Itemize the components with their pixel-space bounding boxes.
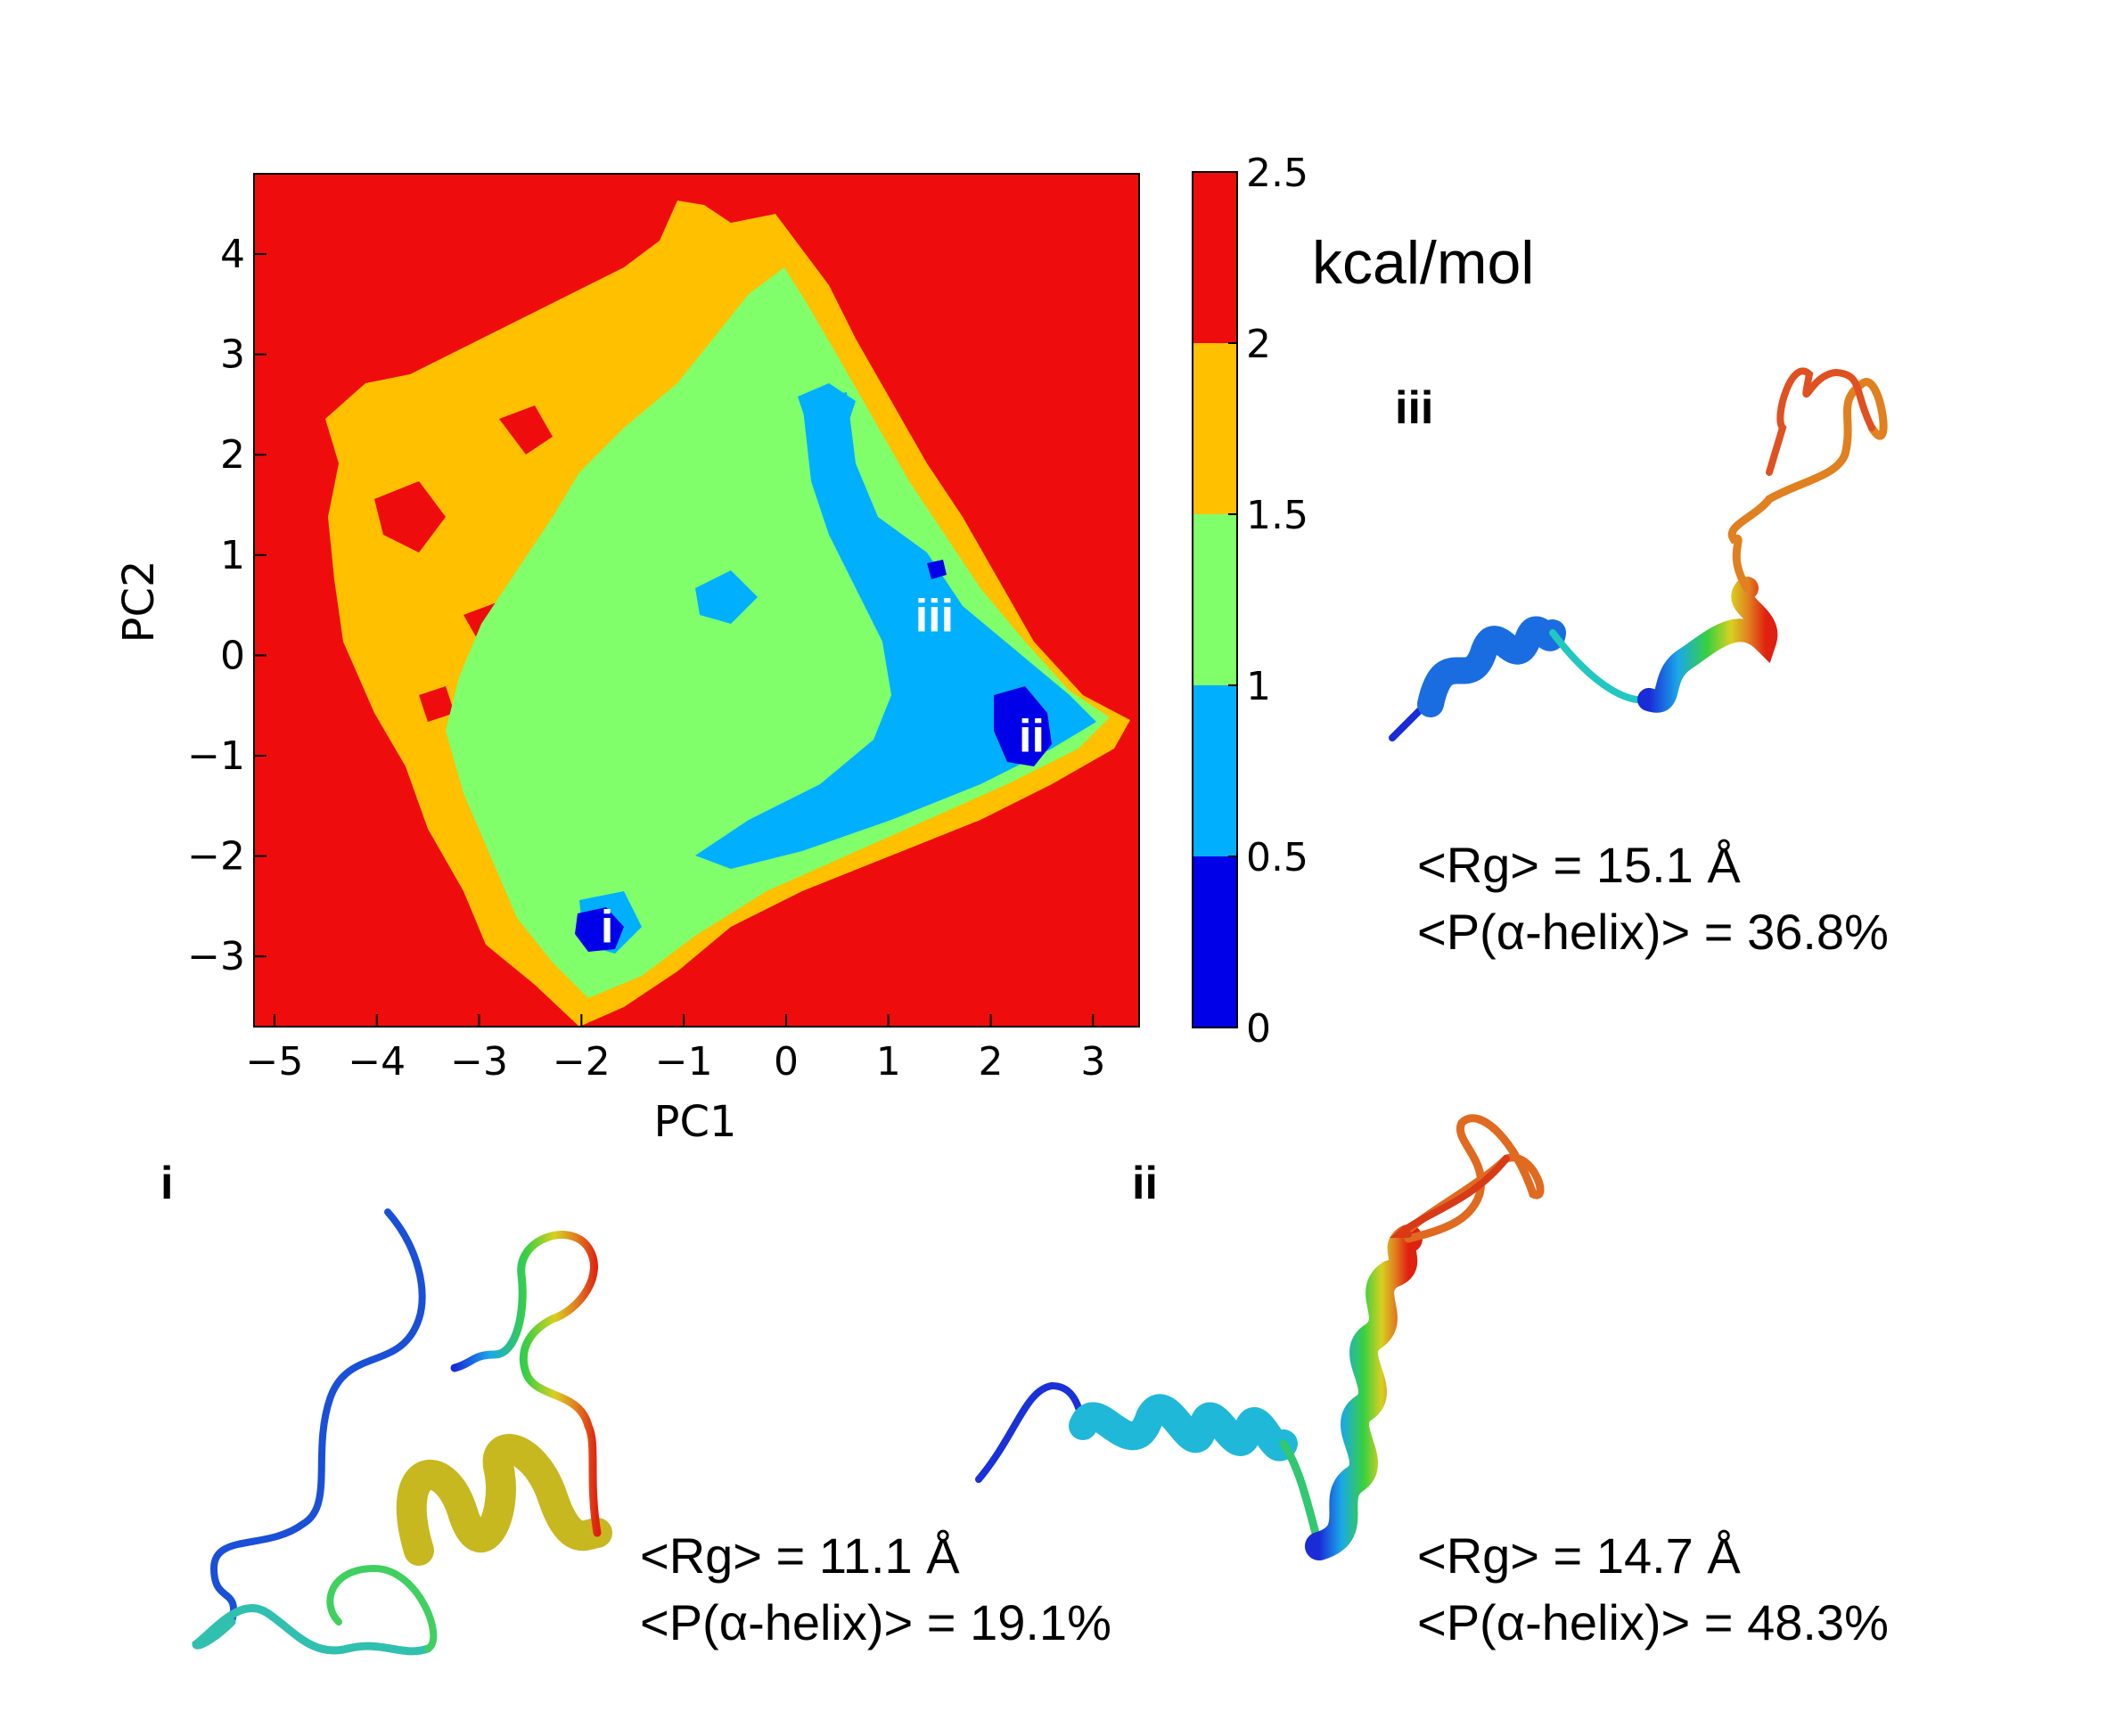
- colorbar-frame: [1192, 171, 1238, 1028]
- y-tick-label: 1: [220, 533, 245, 578]
- y-tick-label: 0: [220, 633, 245, 678]
- panel-ii-helix: <P(α-helix)> = 48.3%: [1417, 1594, 1889, 1650]
- colorbar-segment: [1193, 514, 1237, 685]
- colorbar-tick-label: 1.5: [1246, 493, 1308, 538]
- panel-label-i: i: [160, 1158, 173, 1209]
- contour-level-green: [446, 267, 1110, 998]
- contour-regions: [325, 201, 1130, 1027]
- colorbar-ticks: 0 0.5 1 1.5 2 2.5: [1228, 151, 1308, 1052]
- panel-iii-rg: <Rg> = 15.1 Å: [1417, 837, 1741, 893]
- colorbar-blocks: [1193, 172, 1237, 1028]
- state-label-i: i: [601, 901, 613, 953]
- y-axis: 4 3 2 1 0 −1 −2 −3: [187, 232, 267, 979]
- colorbar-unit: kcal/mol: [1312, 229, 1534, 297]
- y-tick-label: 4: [220, 232, 245, 277]
- x-tick-label: −3: [450, 1039, 508, 1085]
- panel-i-rg: <Rg> = 11.1 Å: [640, 1527, 960, 1584]
- x-tick-label: −1: [655, 1039, 713, 1085]
- contour-min-i: [575, 907, 624, 952]
- y-tick-label: −2: [187, 834, 245, 880]
- panel-label-ii: ii: [1132, 1158, 1158, 1209]
- colorbar-segment: [1193, 343, 1237, 514]
- contour-level-lightblue-2: [579, 383, 856, 954]
- panel-i: i <Rg> = 11.1 Å <P(α-helix)> = 19.1%: [160, 1158, 1111, 1656]
- x-tick-label: 2: [979, 1039, 1004, 1085]
- x-tick-label: −2: [553, 1039, 611, 1085]
- panel-ii-rg: <Rg> = 14.7 Å: [1417, 1527, 1741, 1584]
- y-tick-label: 2: [220, 432, 245, 478]
- x-axis-label: PC1: [654, 1097, 737, 1147]
- panel-label-iii: iii: [1395, 382, 1433, 434]
- y-tick-label: −1: [187, 733, 245, 779]
- colorbar-tick-label: 0: [1246, 1006, 1271, 1052]
- protein-structure-ii: [975, 1114, 1545, 1560]
- plot-frame: [253, 173, 1140, 1028]
- contour-min-ii: [994, 686, 1052, 766]
- state-label-iii: iii: [915, 590, 954, 642]
- colorbar-tick-label: 2.5: [1246, 151, 1308, 196]
- colorbar-tick-label: 1: [1246, 664, 1271, 709]
- state-label-ii: ii: [1019, 710, 1045, 762]
- x-tick-label: −5: [246, 1039, 304, 1085]
- y-tick-label: −3: [187, 934, 245, 979]
- panel-iii: iii <Rg> = 15.1 Å <P(α-helix)> = 36.8%: [1389, 367, 1889, 960]
- colorbar-segment: [1193, 172, 1237, 343]
- panel-ii: ii <Rg> = 14.7 Å <P(α-helix)> = 48.3%: [975, 1114, 1889, 1650]
- contour-level-lightblue: [695, 392, 1096, 869]
- colorbar-segment: [1193, 856, 1237, 1028]
- colorbar: 0 0.5 1 1.5 2 2.5 kcal/mol: [1192, 151, 1534, 1052]
- x-axis: −5 −4 −3 −2 −1 0 1 2 3: [246, 1014, 1105, 1085]
- contour-min-iii: [927, 560, 947, 579]
- x-tick-label: 1: [876, 1039, 901, 1085]
- y-axis-label: PC2: [114, 561, 164, 643]
- x-tick-label: 3: [1080, 1039, 1105, 1085]
- y-tick-label: 3: [220, 332, 245, 378]
- protein-structure-iii: [1389, 367, 1888, 741]
- x-tick-label: 0: [774, 1039, 799, 1085]
- colorbar-tick-label: 0.5: [1246, 835, 1308, 880]
- x-tick-label: −4: [348, 1039, 406, 1085]
- colorbar-segment: [1193, 685, 1237, 856]
- panel-i-helix: <P(α-helix)> = 19.1%: [640, 1594, 1111, 1650]
- protein-structure-i: [192, 1208, 612, 1656]
- panel-iii-helix: <P(α-helix)> = 36.8%: [1417, 904, 1889, 960]
- colorbar-tick-label: 2: [1246, 322, 1271, 367]
